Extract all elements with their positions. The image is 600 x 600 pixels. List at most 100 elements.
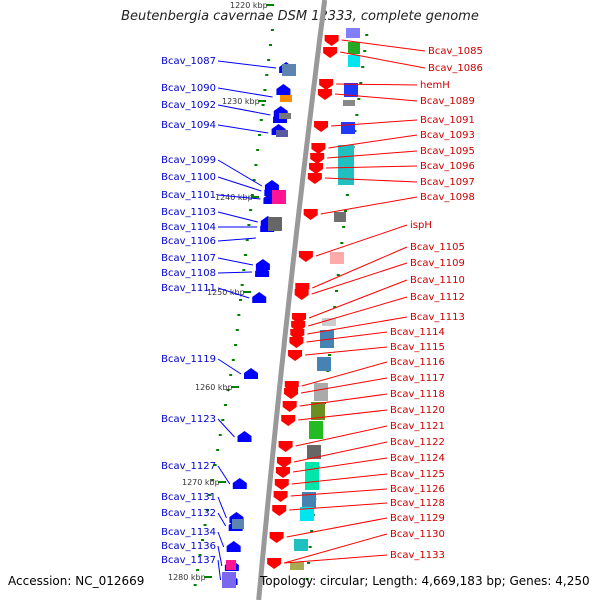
label-leader [301, 361, 388, 387]
tick-label: 1220 kbp [230, 1, 268, 10]
label-leader [286, 517, 388, 538]
left-gene-label: Bcav_1119 [161, 354, 216, 365]
right-gene-label: ispH [410, 220, 432, 231]
forward-gene [274, 479, 289, 490]
label-leader [217, 176, 262, 192]
tick-label: 1280 kbp [168, 573, 206, 582]
forward-gene [317, 89, 332, 100]
gene-feature-box [294, 539, 308, 551]
right-gene-label: Bcav_1130 [390, 529, 445, 540]
label-leader [217, 60, 277, 69]
gene-feature-box [344, 83, 358, 97]
gene-feature-box [232, 519, 244, 529]
reverse-gene [232, 478, 247, 489]
label-leader [291, 473, 388, 485]
left-gene-label: Bcav_1137 [161, 555, 216, 566]
right-gene-label: Bcav_1112 [410, 292, 465, 303]
label-leader [217, 271, 253, 274]
gene-feature-box [346, 28, 360, 38]
left-gene-label: Bcav_1090 [161, 83, 216, 94]
forward-gene [303, 209, 318, 220]
label-leader [298, 409, 388, 421]
left-gene-label: Bcav_1136 [161, 541, 216, 552]
label-leader [327, 150, 418, 159]
right-gene-label: Bcav_1126 [390, 484, 445, 495]
right-gene-label: Bcav_1110 [410, 275, 465, 286]
left-gene-label: Bcav_1131 [161, 492, 216, 503]
label-leader [308, 296, 408, 327]
left-gene-label: Bcav_1104 [161, 222, 216, 233]
reverse-gene [252, 292, 267, 303]
right-gene-label: Bcav_1097 [420, 177, 475, 188]
gene-feature-box [341, 122, 355, 134]
right-gene-label: Bcav_1133 [390, 550, 445, 561]
forward-gene [298, 251, 313, 262]
label-leader [304, 346, 388, 356]
gene-feature-box [279, 113, 291, 119]
right-gene-label: Bcav_1113 [410, 312, 465, 323]
reverse-gene [226, 541, 241, 552]
gene-feature-box [317, 357, 331, 371]
left-gene-label: Bcav_1103 [161, 207, 216, 218]
gene-feature-box [226, 560, 236, 570]
right-gene-label: Bcav_1089 [420, 96, 475, 107]
gene-feature-box [222, 572, 236, 588]
forward-gene [281, 415, 296, 426]
right-gene-label: Bcav_1129 [390, 513, 445, 524]
label-leader [290, 488, 388, 497]
forward-gene [294, 289, 309, 300]
forward-gene [284, 388, 299, 399]
forward-gene [307, 173, 322, 184]
forward-gene [319, 79, 334, 90]
label-leader [217, 124, 269, 134]
gene-feature-box [322, 318, 336, 326]
label-leader [308, 279, 408, 319]
label-leader [217, 257, 253, 266]
gene-feature-box [300, 507, 314, 521]
gene-feature-box [334, 212, 346, 222]
label-leader [320, 196, 418, 215]
left-gene-label: Bcav_1132 [161, 508, 216, 519]
gene-feature-box [268, 217, 282, 231]
topology-text: Topology: circular; Length: 4,669,183 bp… [260, 574, 590, 588]
reverse-gene [237, 431, 252, 442]
right-gene-label: Bcav_1124 [390, 453, 445, 464]
right-gene-label: Bcav_1096 [420, 161, 475, 172]
tick-label: 1270 kbp [182, 478, 220, 487]
label-leader [217, 465, 231, 485]
forward-gene [314, 121, 329, 132]
label-leader [311, 262, 408, 295]
left-gene-label: Bcav_1106 [161, 236, 216, 247]
label-leader [295, 425, 388, 447]
gene-feature-box [309, 421, 323, 439]
right-gene-label: Bcav_1085 [428, 46, 483, 57]
left-gene-label: Bcav_1092 [161, 100, 216, 111]
right-gene-label: Bcav_1086 [428, 63, 483, 74]
label-leader [217, 194, 261, 200]
label-leader [312, 246, 408, 289]
label-leader [284, 554, 388, 564]
gene-feature-box [338, 145, 354, 185]
right-gene-label: Bcav_1121 [390, 421, 445, 432]
label-leader [293, 441, 388, 463]
forward-gene [282, 401, 297, 412]
gene-feature-box [280, 95, 292, 102]
forward-gene [310, 153, 325, 164]
right-gene-label: Bcav_1098 [420, 192, 475, 203]
right-gene-label: Bcav_1116 [390, 357, 445, 368]
forward-gene [267, 558, 282, 569]
genome-backbone [256, 0, 328, 600]
gene-feature-box [302, 492, 316, 508]
gene-feature-box [311, 402, 325, 420]
label-leader [307, 316, 408, 335]
right-gene-label: Bcav_1125 [390, 469, 445, 480]
left-gene-label: Bcav_1107 [161, 253, 216, 264]
label-leader [217, 211, 258, 223]
forward-gene [289, 337, 304, 348]
left-gene-label: Bcav_1101 [161, 190, 216, 201]
gene-feature-box [290, 562, 304, 570]
label-leader [324, 177, 418, 183]
gene-feature-box [343, 100, 355, 106]
reverse-gene [255, 266, 270, 277]
